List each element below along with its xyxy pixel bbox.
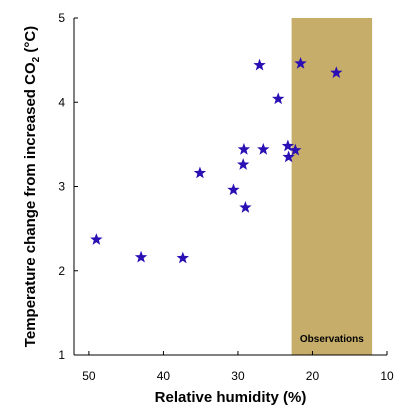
y-tick-label: 4 (58, 95, 65, 109)
y-tick-label: 3 (58, 180, 65, 194)
data-point-star (257, 142, 270, 155)
data-point-star (294, 57, 307, 69)
data-point-star (239, 201, 252, 213)
data-point-star (227, 183, 240, 196)
x-axis-label: Relative humidity (%) (155, 389, 307, 406)
data-point-star (236, 158, 250, 170)
y-tick-label: 2 (58, 264, 65, 278)
x-tick-label: 40 (157, 369, 171, 383)
data-point-star (134, 250, 148, 263)
data-point-star (282, 150, 295, 163)
x-tick-label: 20 (306, 369, 320, 383)
data-point-star (289, 143, 302, 156)
data-point-star (281, 139, 295, 152)
y-axis-label-unit: (°C) (22, 26, 39, 57)
data-point-star (193, 166, 207, 179)
y-tick-label: 5 (58, 11, 65, 25)
data-point-star (330, 66, 343, 79)
data-point-star (253, 58, 266, 71)
x-tick-label: 30 (231, 369, 245, 383)
observations-band (291, 18, 373, 355)
x-tick-label: 10 (380, 369, 394, 383)
y-axis-label: Temperature change from increased CO2 (°… (22, 26, 42, 347)
data-point-star (90, 233, 103, 245)
data-point-star (176, 251, 189, 264)
data-point-star (237, 142, 251, 155)
chart-root: Observations 1 2 3 4 5 50 40 30 20 10 Relative humi… (22, 11, 394, 406)
x-tick-label: 50 (82, 369, 96, 383)
observations-label: Observations (300, 334, 364, 345)
y-axis-label-subscript: 2 (31, 56, 42, 62)
data-point-star (272, 92, 285, 105)
y-tick-label: 1 (58, 348, 65, 362)
y-axis-label-main: Temperature change from increased CO (22, 62, 39, 347)
